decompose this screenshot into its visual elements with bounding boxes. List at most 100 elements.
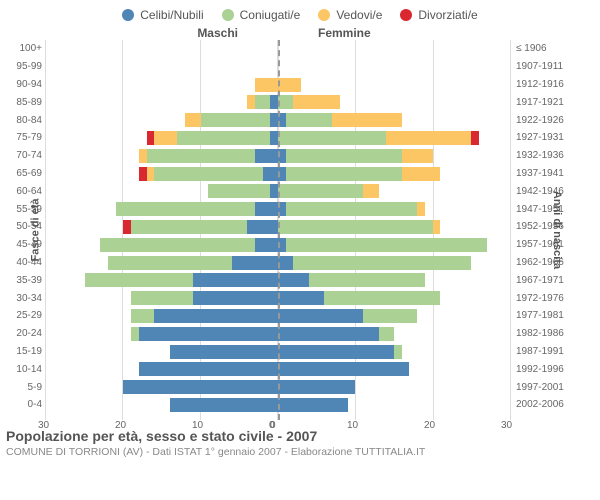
bar-row bbox=[278, 131, 479, 145]
legend-label: Celibi/Nubili bbox=[140, 8, 203, 22]
birth-label: 1967-1971 bbox=[516, 271, 584, 289]
age-label: 30-34 bbox=[0, 289, 46, 307]
bar-row bbox=[278, 167, 440, 181]
bar-segment bbox=[270, 131, 278, 145]
center-axis bbox=[278, 40, 280, 420]
bar-segment bbox=[293, 95, 339, 109]
header-male: Maschi bbox=[46, 26, 278, 40]
bar-segment bbox=[139, 362, 278, 376]
legend-swatch bbox=[222, 9, 234, 21]
bar-segment bbox=[286, 149, 402, 163]
bar-segment bbox=[85, 273, 193, 287]
age-label: 80-84 bbox=[0, 111, 46, 129]
bar-segment bbox=[363, 184, 378, 198]
bar-row bbox=[278, 78, 301, 92]
legend-item: Vedovi/e bbox=[318, 8, 382, 22]
bar-row bbox=[278, 202, 425, 216]
bar-segment bbox=[177, 131, 270, 145]
bar-segment bbox=[185, 113, 200, 127]
bar-segment bbox=[154, 167, 262, 181]
bar-segment bbox=[154, 131, 177, 145]
age-label: 100+ bbox=[0, 40, 46, 58]
bar-row bbox=[278, 149, 433, 163]
bar-row bbox=[278, 309, 417, 323]
bar-segment bbox=[147, 167, 155, 181]
legend-swatch bbox=[400, 9, 412, 21]
birth-label: 1987-1991 bbox=[516, 343, 584, 361]
age-label: 10-14 bbox=[0, 360, 46, 378]
bar-segment bbox=[147, 149, 255, 163]
age-label: 70-74 bbox=[0, 147, 46, 165]
bar-segment bbox=[201, 113, 271, 127]
bar-segment bbox=[100, 238, 255, 252]
bar-row bbox=[185, 113, 278, 127]
bar-segment bbox=[286, 113, 332, 127]
bar-segment bbox=[255, 78, 278, 92]
bar-row bbox=[139, 149, 278, 163]
legend-item: Divorziati/e bbox=[400, 8, 477, 22]
birth-label: 1942-1946 bbox=[516, 182, 584, 200]
bar-segment bbox=[154, 309, 278, 323]
bar-row bbox=[278, 113, 402, 127]
bar-segment bbox=[402, 149, 433, 163]
bar-segment bbox=[193, 273, 278, 287]
bar-segment bbox=[309, 273, 425, 287]
chart-subtitle: COMUNE DI TORRIONI (AV) - Dati ISTAT 1° … bbox=[6, 446, 594, 458]
age-label: 0-4 bbox=[0, 396, 46, 414]
bar-row bbox=[247, 95, 278, 109]
bar-row bbox=[139, 167, 278, 181]
bar-row bbox=[278, 380, 355, 394]
plot-area: Fasce di età Anni di nascita 100+95-9990… bbox=[0, 40, 600, 420]
bar-segment bbox=[278, 78, 301, 92]
bar-segment bbox=[170, 398, 278, 412]
bar-segment bbox=[255, 149, 278, 163]
bar-row bbox=[278, 184, 379, 198]
bar-row bbox=[278, 238, 487, 252]
x-tick-label: 20 bbox=[424, 420, 435, 431]
bar-segment bbox=[263, 167, 278, 181]
bar-segment bbox=[255, 202, 278, 216]
bar-segment bbox=[417, 202, 425, 216]
bar-segment bbox=[278, 131, 386, 145]
bar-segment bbox=[293, 256, 471, 270]
bar-row bbox=[278, 256, 471, 270]
bar-segment bbox=[278, 256, 293, 270]
bar-segment bbox=[324, 291, 440, 305]
bar-segment bbox=[278, 362, 409, 376]
birth-label: 1997-2001 bbox=[516, 378, 584, 396]
header-female: Femmine bbox=[278, 26, 510, 40]
legend-swatch bbox=[318, 9, 330, 21]
bar-row bbox=[255, 78, 278, 92]
birth-label: 1927-1931 bbox=[516, 129, 584, 147]
bar-segment bbox=[278, 309, 363, 323]
legend-item: Coniugati/e bbox=[222, 8, 301, 22]
bar-segment bbox=[123, 380, 278, 394]
bar-segment bbox=[286, 202, 417, 216]
birth-label: 1957-1961 bbox=[516, 236, 584, 254]
bar-segment bbox=[270, 184, 278, 198]
birth-label: 1932-1936 bbox=[516, 147, 584, 165]
bar-segment bbox=[131, 291, 193, 305]
age-label: 35-39 bbox=[0, 271, 46, 289]
age-label: 95-99 bbox=[0, 58, 46, 76]
bar-segment bbox=[131, 220, 247, 234]
birth-label: ≤ 1906 bbox=[516, 40, 584, 58]
bar-segment bbox=[247, 220, 278, 234]
bar-segment bbox=[471, 131, 479, 145]
age-label: 75-79 bbox=[0, 129, 46, 147]
bar-segment bbox=[131, 327, 139, 341]
bar-segment bbox=[278, 220, 433, 234]
bar-row bbox=[278, 220, 440, 234]
bar-segment bbox=[123, 220, 131, 234]
bar-segment bbox=[379, 327, 394, 341]
bar-segment bbox=[332, 113, 402, 127]
age-label: 85-89 bbox=[0, 93, 46, 111]
ylabel-birth: Anni di nascita bbox=[551, 191, 563, 269]
age-label: 5-9 bbox=[0, 378, 46, 396]
bar-row bbox=[116, 202, 278, 216]
bar-row bbox=[85, 273, 278, 287]
age-label: 65-69 bbox=[0, 165, 46, 183]
age-label: 20-24 bbox=[0, 325, 46, 343]
x-tick-label: 30 bbox=[501, 420, 512, 431]
bar-row bbox=[147, 131, 278, 145]
